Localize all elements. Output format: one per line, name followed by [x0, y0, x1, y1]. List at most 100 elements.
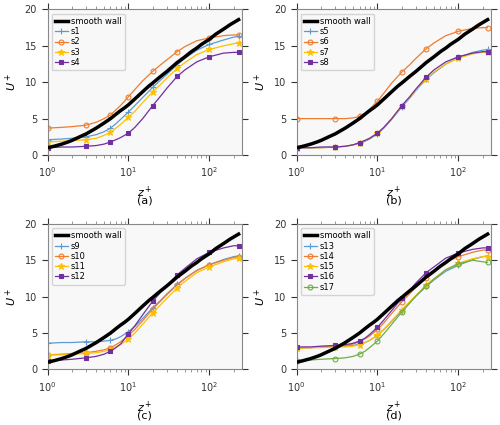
- s7: [366, 136, 372, 141]
- smooth wall: [470, 241, 476, 246]
- smooth wall: [65, 139, 71, 144]
- Line: s12: s12: [45, 243, 241, 363]
- s13: [388, 319, 394, 324]
- s9: [236, 253, 242, 258]
- s4: [236, 50, 242, 55]
- s6: [484, 25, 490, 30]
- smooth wall: [366, 108, 372, 113]
- smooth wall: [374, 102, 380, 108]
- s14: [308, 345, 314, 350]
- s14: [456, 254, 462, 259]
- s5: [443, 62, 449, 67]
- s10: [108, 345, 114, 350]
- smooth wall: [399, 295, 405, 300]
- s6: [366, 107, 372, 112]
- smooth wall: [230, 20, 236, 25]
- s10: [220, 258, 226, 263]
- s9: [108, 338, 114, 343]
- s16: [431, 264, 437, 269]
- s3: [93, 136, 99, 141]
- s5: [399, 105, 405, 110]
- s13: [318, 344, 324, 349]
- s7: [431, 70, 437, 75]
- smooth wall: [448, 256, 454, 261]
- s3: [132, 109, 138, 114]
- s4: [150, 103, 156, 108]
- s7: [294, 145, 300, 150]
- s6: [308, 116, 314, 121]
- smooth wall: [44, 360, 51, 365]
- s16: [318, 344, 324, 349]
- smooth wall: [164, 283, 170, 288]
- s3: [236, 40, 242, 45]
- s16: [356, 339, 362, 344]
- s12: [182, 266, 188, 271]
- smooth wall: [59, 356, 65, 361]
- s4: [93, 143, 99, 148]
- X-axis label: $z^+$: $z^+$: [386, 185, 402, 200]
- smooth wall: [413, 69, 419, 74]
- s1: [118, 117, 124, 122]
- s3: [140, 100, 145, 105]
- smooth wall: [318, 352, 324, 357]
- s15: [443, 267, 449, 272]
- s16: [381, 317, 387, 323]
- smooth wall: [431, 269, 437, 274]
- smooth wall: [194, 260, 200, 265]
- s16: [480, 245, 486, 250]
- s6: [456, 29, 462, 34]
- smooth wall: [381, 311, 387, 316]
- s2: [236, 32, 242, 37]
- s8: [413, 86, 419, 91]
- Text: (b): (b): [386, 196, 402, 206]
- s14: [431, 269, 437, 274]
- s1: [174, 62, 180, 67]
- Line: s2: s2: [45, 32, 241, 130]
- s17: [362, 349, 368, 354]
- s3: [158, 82, 164, 87]
- s4: [140, 116, 145, 121]
- s17: [484, 260, 490, 265]
- s17: [456, 261, 462, 266]
- s8: [470, 51, 476, 56]
- s8: [318, 144, 324, 150]
- s4: [83, 144, 89, 149]
- smooth wall: [480, 20, 486, 25]
- s12: [93, 354, 99, 359]
- s10: [113, 342, 119, 347]
- s5: [470, 50, 476, 55]
- smooth wall: [122, 105, 128, 110]
- s16: [366, 332, 372, 337]
- X-axis label: $z^+$: $z^+$: [137, 185, 152, 200]
- s2: [158, 62, 164, 67]
- s10: [174, 283, 180, 288]
- s14: [381, 320, 387, 326]
- s4: [158, 94, 164, 99]
- s4: [59, 144, 65, 150]
- s17: [443, 267, 449, 272]
- smooth wall: [462, 31, 468, 37]
- s6: [381, 91, 387, 96]
- s1: [108, 125, 114, 130]
- s13: [423, 284, 429, 289]
- smooth wall: [182, 269, 188, 274]
- s15: [318, 345, 324, 350]
- s4: [118, 135, 124, 140]
- s12: [101, 351, 107, 357]
- s15: [308, 345, 314, 350]
- s16: [374, 325, 380, 330]
- s13: [381, 327, 387, 332]
- Line: s3: s3: [44, 40, 242, 145]
- s8: [388, 116, 394, 121]
- Line: smooth wall: smooth wall: [48, 234, 238, 362]
- s2: [206, 35, 212, 40]
- s3: [164, 75, 170, 80]
- s15: [294, 346, 300, 351]
- s7: [362, 138, 368, 143]
- s7: [388, 116, 394, 121]
- s12: [69, 357, 75, 362]
- s12: [126, 331, 132, 336]
- s10: [236, 254, 242, 259]
- s3: [230, 41, 236, 46]
- s5: [406, 96, 412, 101]
